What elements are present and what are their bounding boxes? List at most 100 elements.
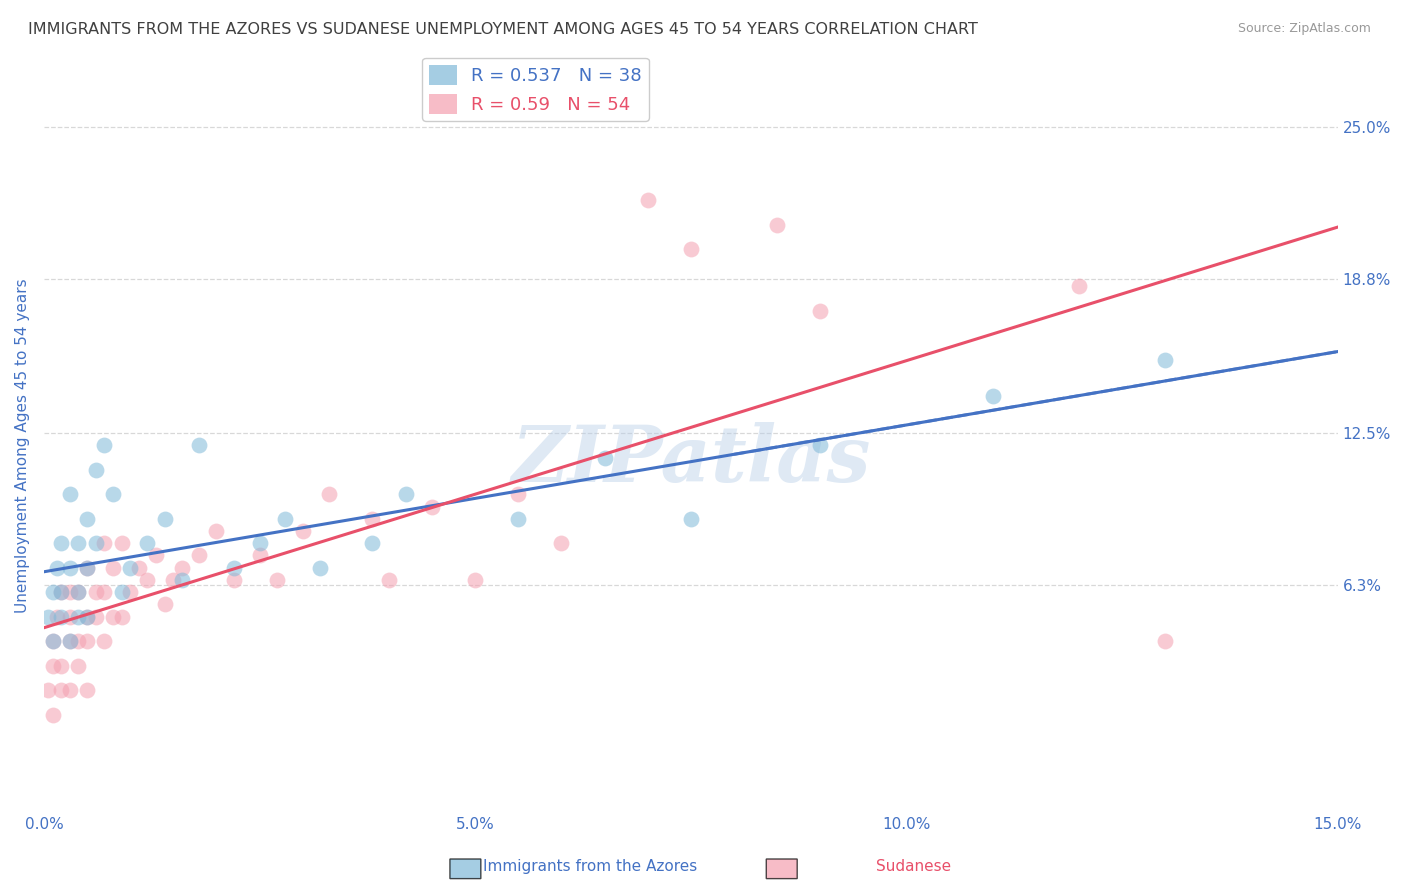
Point	[41, 634, 63, 648]
Point	[222, 573, 245, 587]
Point	[679, 512, 702, 526]
Point	[508, 512, 530, 526]
Point	[101, 609, 124, 624]
Point	[37, 609, 59, 624]
Point	[110, 585, 132, 599]
Point	[274, 512, 297, 526]
Point	[222, 560, 245, 574]
Point	[67, 634, 90, 648]
Point	[76, 560, 98, 574]
Point	[49, 585, 72, 599]
Point	[162, 573, 184, 587]
Legend: R = 0.537   N = 38, R = 0.59   N = 54: R = 0.537 N = 38, R = 0.59 N = 54	[422, 58, 648, 121]
Point	[93, 438, 115, 452]
Point	[249, 549, 271, 563]
Text: Immigrants from the Azores: Immigrants from the Azores	[484, 859, 697, 874]
Point	[49, 683, 72, 698]
Point	[145, 549, 167, 563]
Point	[170, 573, 193, 587]
Point	[45, 560, 67, 574]
Point	[378, 573, 401, 587]
Point	[67, 585, 90, 599]
Point	[205, 524, 228, 538]
Point	[67, 658, 90, 673]
Point	[93, 585, 115, 599]
Point	[153, 598, 176, 612]
FancyBboxPatch shape	[450, 859, 481, 879]
Point	[49, 536, 72, 550]
Point	[1067, 279, 1090, 293]
Point	[593, 450, 616, 465]
Point	[76, 512, 98, 526]
Point	[41, 634, 63, 648]
Point	[59, 487, 82, 501]
Point	[188, 438, 211, 452]
Point	[41, 658, 63, 673]
Point	[93, 634, 115, 648]
Point	[1154, 634, 1177, 648]
Point	[76, 609, 98, 624]
Point	[76, 560, 98, 574]
Point	[84, 609, 107, 624]
Point	[120, 560, 142, 574]
Point	[808, 438, 831, 452]
Point	[76, 609, 98, 624]
Point	[93, 536, 115, 550]
Point	[110, 609, 132, 624]
Y-axis label: Unemployment Among Ages 45 to 54 years: Unemployment Among Ages 45 to 54 years	[15, 278, 30, 613]
Point	[679, 243, 702, 257]
Point	[67, 609, 90, 624]
Point	[59, 683, 82, 698]
Point	[41, 707, 63, 722]
Point	[59, 609, 82, 624]
Point	[420, 500, 443, 514]
Point	[110, 536, 132, 550]
Point	[49, 609, 72, 624]
Point	[266, 573, 288, 587]
Point	[309, 560, 332, 574]
Point	[67, 585, 90, 599]
Point	[291, 524, 314, 538]
Point	[84, 585, 107, 599]
Point	[49, 585, 72, 599]
Point	[76, 634, 98, 648]
Point	[37, 683, 59, 698]
Point	[59, 634, 82, 648]
Point	[59, 585, 82, 599]
Text: Source: ZipAtlas.com: Source: ZipAtlas.com	[1237, 22, 1371, 36]
Point	[84, 536, 107, 550]
Point	[136, 573, 159, 587]
Point	[360, 512, 382, 526]
Point	[59, 634, 82, 648]
Point	[550, 536, 572, 550]
Point	[49, 658, 72, 673]
Point	[101, 487, 124, 501]
Point	[766, 218, 789, 232]
Point	[395, 487, 418, 501]
Point	[637, 194, 659, 208]
Point	[249, 536, 271, 550]
Point	[981, 389, 1004, 403]
Point	[808, 303, 831, 318]
Point	[84, 463, 107, 477]
Point	[136, 536, 159, 550]
Point	[318, 487, 340, 501]
Point	[59, 560, 82, 574]
Point	[464, 573, 486, 587]
Text: IMMIGRANTS FROM THE AZORES VS SUDANESE UNEMPLOYMENT AMONG AGES 45 TO 54 YEARS CO: IMMIGRANTS FROM THE AZORES VS SUDANESE U…	[28, 22, 979, 37]
Point	[67, 536, 90, 550]
FancyBboxPatch shape	[766, 859, 797, 879]
Point	[508, 487, 530, 501]
Point	[188, 549, 211, 563]
Point	[153, 512, 176, 526]
Point	[101, 560, 124, 574]
Point	[170, 560, 193, 574]
Text: ZIPatlas: ZIPatlas	[512, 422, 870, 499]
Point	[41, 585, 63, 599]
Point	[128, 560, 150, 574]
Text: Sudanese: Sudanese	[876, 859, 952, 874]
Point	[120, 585, 142, 599]
Point	[76, 683, 98, 698]
Point	[360, 536, 382, 550]
Point	[45, 609, 67, 624]
